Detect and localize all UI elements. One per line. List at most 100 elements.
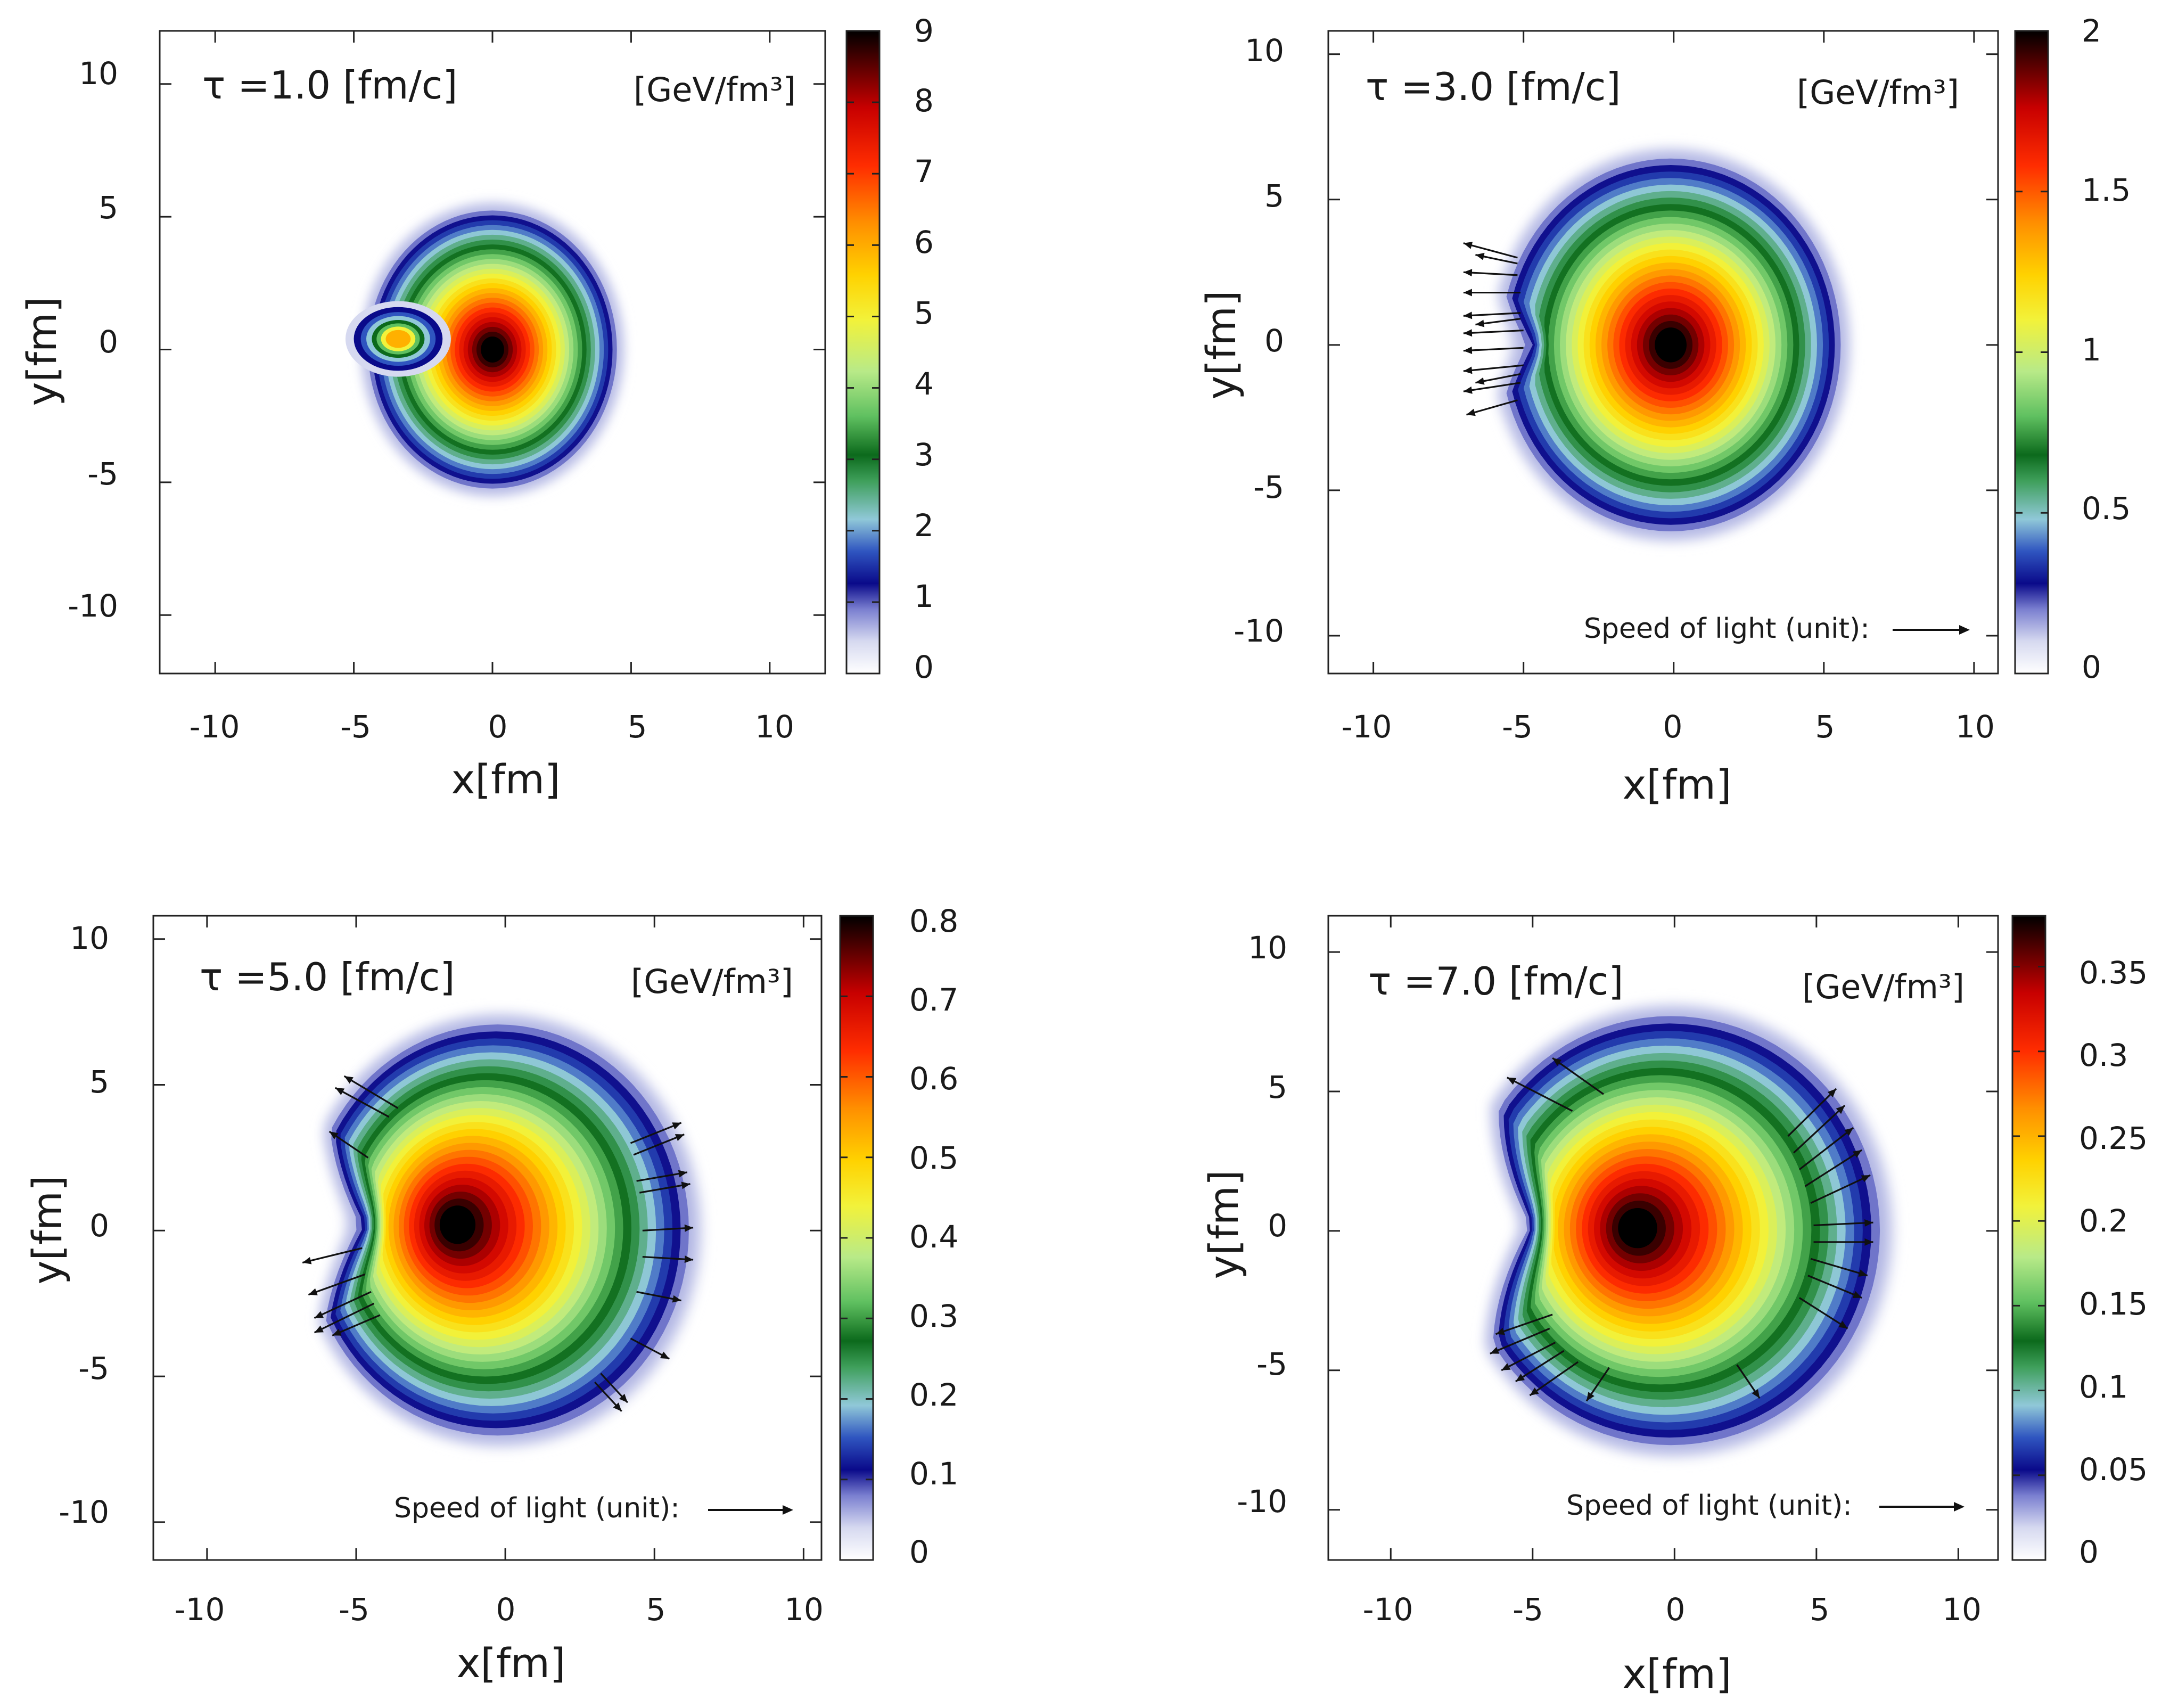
flow-arrowhead bbox=[1552, 1058, 1562, 1066]
flow-velocity-arrow bbox=[1463, 382, 1521, 392]
colorbar-tick-label: 1 bbox=[914, 578, 934, 614]
colorbar-tick-label: 0.5 bbox=[909, 1140, 958, 1176]
flow-arrowhead bbox=[1495, 1327, 1505, 1335]
flow-velocity-arrow bbox=[308, 1273, 366, 1296]
flow-velocity-arrow bbox=[1515, 1350, 1565, 1383]
colorbar-tick-label: 0.1 bbox=[909, 1456, 958, 1492]
flow-arrowhead bbox=[1530, 1387, 1539, 1395]
flow-arrowhead bbox=[1852, 1291, 1862, 1298]
colorbar-tick-label: 0 bbox=[2082, 649, 2101, 685]
colorbar-tick-label: 4 bbox=[914, 366, 934, 402]
plot-frame bbox=[1327, 915, 1999, 1561]
colorbar-tick-label: 1 bbox=[2082, 332, 2101, 368]
colorbar bbox=[845, 30, 881, 675]
colorbar-tick-label: 0.2 bbox=[909, 1377, 958, 1413]
flow-arrowhead bbox=[672, 1122, 681, 1130]
flow-arrowhead bbox=[1507, 1077, 1517, 1085]
flow-velocity-arrow bbox=[1501, 1342, 1556, 1372]
x-tick-label: -5 bbox=[340, 709, 371, 745]
flow-velocity-arrow bbox=[1798, 1127, 1854, 1170]
flow-velocity-arrow bbox=[1529, 1361, 1579, 1397]
y-tick-label: -10 bbox=[68, 588, 118, 624]
flow-arrowhead bbox=[1864, 1238, 1873, 1246]
colorbar-unit-label: [GeV/fm³] bbox=[631, 962, 793, 1001]
flow-velocity-arrow bbox=[302, 1247, 363, 1264]
y-tick-label: 10 bbox=[1248, 930, 1287, 966]
colorbar-tick-label: 1.5 bbox=[2082, 172, 2131, 208]
flow-arrowhead bbox=[1463, 311, 1473, 319]
flow-velocity-arrow bbox=[1810, 1174, 1871, 1204]
energy-density-map bbox=[1489, 139, 1859, 551]
flow-velocity-arrow bbox=[1490, 1327, 1550, 1354]
panel-title: τ =3.0 [fm/c] bbox=[1366, 64, 1621, 109]
x-tick-label: -5 bbox=[1502, 709, 1533, 745]
colorbar-unit-label: [GeV/fm³] bbox=[634, 70, 796, 109]
flow-velocity-arrow bbox=[639, 1183, 691, 1194]
flow-velocity-arrow bbox=[1463, 329, 1524, 334]
flow-arrowhead bbox=[302, 1257, 312, 1264]
energy-density-map bbox=[1476, 993, 1906, 1468]
colorbar-tick-label: 0.3 bbox=[2079, 1037, 2128, 1073]
colorbar bbox=[2011, 915, 2046, 1561]
y-tick-label: -5 bbox=[78, 1350, 109, 1386]
y-tick-labels: 10 5 0 -5 -10 bbox=[1237, 930, 1287, 1520]
flow-arrowhead bbox=[344, 1076, 354, 1084]
flow-velocity-arrow bbox=[1793, 1105, 1846, 1154]
flow-arrowhead bbox=[1858, 1269, 1868, 1277]
x-axis-label: x[fm] bbox=[1622, 761, 1731, 808]
energy-density-map bbox=[345, 196, 630, 503]
y-tick-labels: 10 5 0 -5 -10 bbox=[59, 920, 109, 1530]
flow-arrowhead bbox=[1752, 1389, 1760, 1399]
colorbar-tick-label: 5 bbox=[914, 295, 934, 331]
colorbar-tick-labels: 0 1 2 3 4 5 6 7 8 9 bbox=[914, 13, 934, 685]
colorbar-tick-label: 0.1 bbox=[2079, 1369, 2128, 1405]
flow-arrowhead bbox=[1463, 329, 1473, 337]
flow-velocity-arrow bbox=[1807, 1275, 1862, 1299]
x-axis-label: x[fm] bbox=[1622, 1650, 1731, 1697]
x-tick-label: 10 bbox=[755, 709, 794, 745]
flow-arrowhead bbox=[1463, 289, 1472, 297]
flow-velocity-arrow bbox=[1495, 1313, 1553, 1335]
flow-velocity-arrow bbox=[630, 1122, 682, 1144]
speed-of-light-label: Speed of light (unit): bbox=[394, 1492, 680, 1524]
x-tick-label: 0 bbox=[1663, 709, 1683, 745]
y-tick-label: -10 bbox=[1234, 613, 1284, 649]
x-tick-labels: -10 -5 0 5 10 bbox=[1342, 709, 1995, 745]
flow-arrowhead bbox=[675, 1134, 685, 1142]
colorbar-tick-label: 0.4 bbox=[909, 1219, 958, 1255]
flow-velocity-arrow bbox=[314, 1291, 372, 1319]
flow-arrowhead bbox=[1475, 252, 1485, 260]
colorbar-tick-label: 0 bbox=[2079, 1534, 2099, 1570]
x-tick-labels: -10 -5 0 5 10 bbox=[1363, 1591, 1982, 1628]
flow-arrowhead bbox=[332, 1328, 342, 1336]
x-tick-label: 5 bbox=[1815, 709, 1835, 745]
y-tick-label: 5 bbox=[1264, 178, 1284, 214]
flow-arrowhead bbox=[1838, 1320, 1848, 1329]
colorbar-tick-label: 0.6 bbox=[909, 1061, 958, 1097]
flow-arrowhead bbox=[1463, 386, 1473, 394]
flow-velocity-arrow bbox=[633, 1134, 685, 1156]
x-axis-label: x[fm] bbox=[451, 756, 560, 803]
x-tick-label: -5 bbox=[339, 1591, 369, 1628]
flow-velocity-arrow bbox=[1463, 364, 1524, 372]
panel-tau-1: τ =1.0 [fm/c] [GeV/fm³] x[fm] y[fm] -10 … bbox=[18, 13, 934, 803]
heatmap-plot-2 bbox=[1327, 30, 2049, 675]
panel-title: τ =1.0 [fm/c] bbox=[202, 63, 457, 108]
flow-velocity-arrow bbox=[1463, 271, 1518, 276]
flow-arrowhead bbox=[684, 1255, 694, 1263]
flow-velocity-arrow bbox=[1810, 1258, 1868, 1277]
colorbar-tick-label: 2 bbox=[914, 507, 934, 544]
x-tick-label: -5 bbox=[1513, 1591, 1543, 1628]
contour-band bbox=[1655, 327, 1687, 363]
x-tick-labels: -10 -5 0 5 10 bbox=[190, 709, 794, 745]
flow-velocity-arrow bbox=[1799, 1297, 1848, 1329]
colorbar-tick-label: 0 bbox=[914, 649, 934, 685]
y-axis-label: y[fm] bbox=[18, 297, 65, 406]
colorbar-tick-labels: 0 0.05 0.1 0.15 0.2 0.25 0.3 0.35 bbox=[2079, 955, 2148, 1570]
colorbar-tick-label: 6 bbox=[914, 224, 934, 260]
flow-arrowhead bbox=[308, 1288, 318, 1295]
plot-frame bbox=[152, 915, 823, 1561]
x-axis-label: x[fm] bbox=[456, 1639, 565, 1687]
x-tick-label: 5 bbox=[1810, 1591, 1830, 1628]
